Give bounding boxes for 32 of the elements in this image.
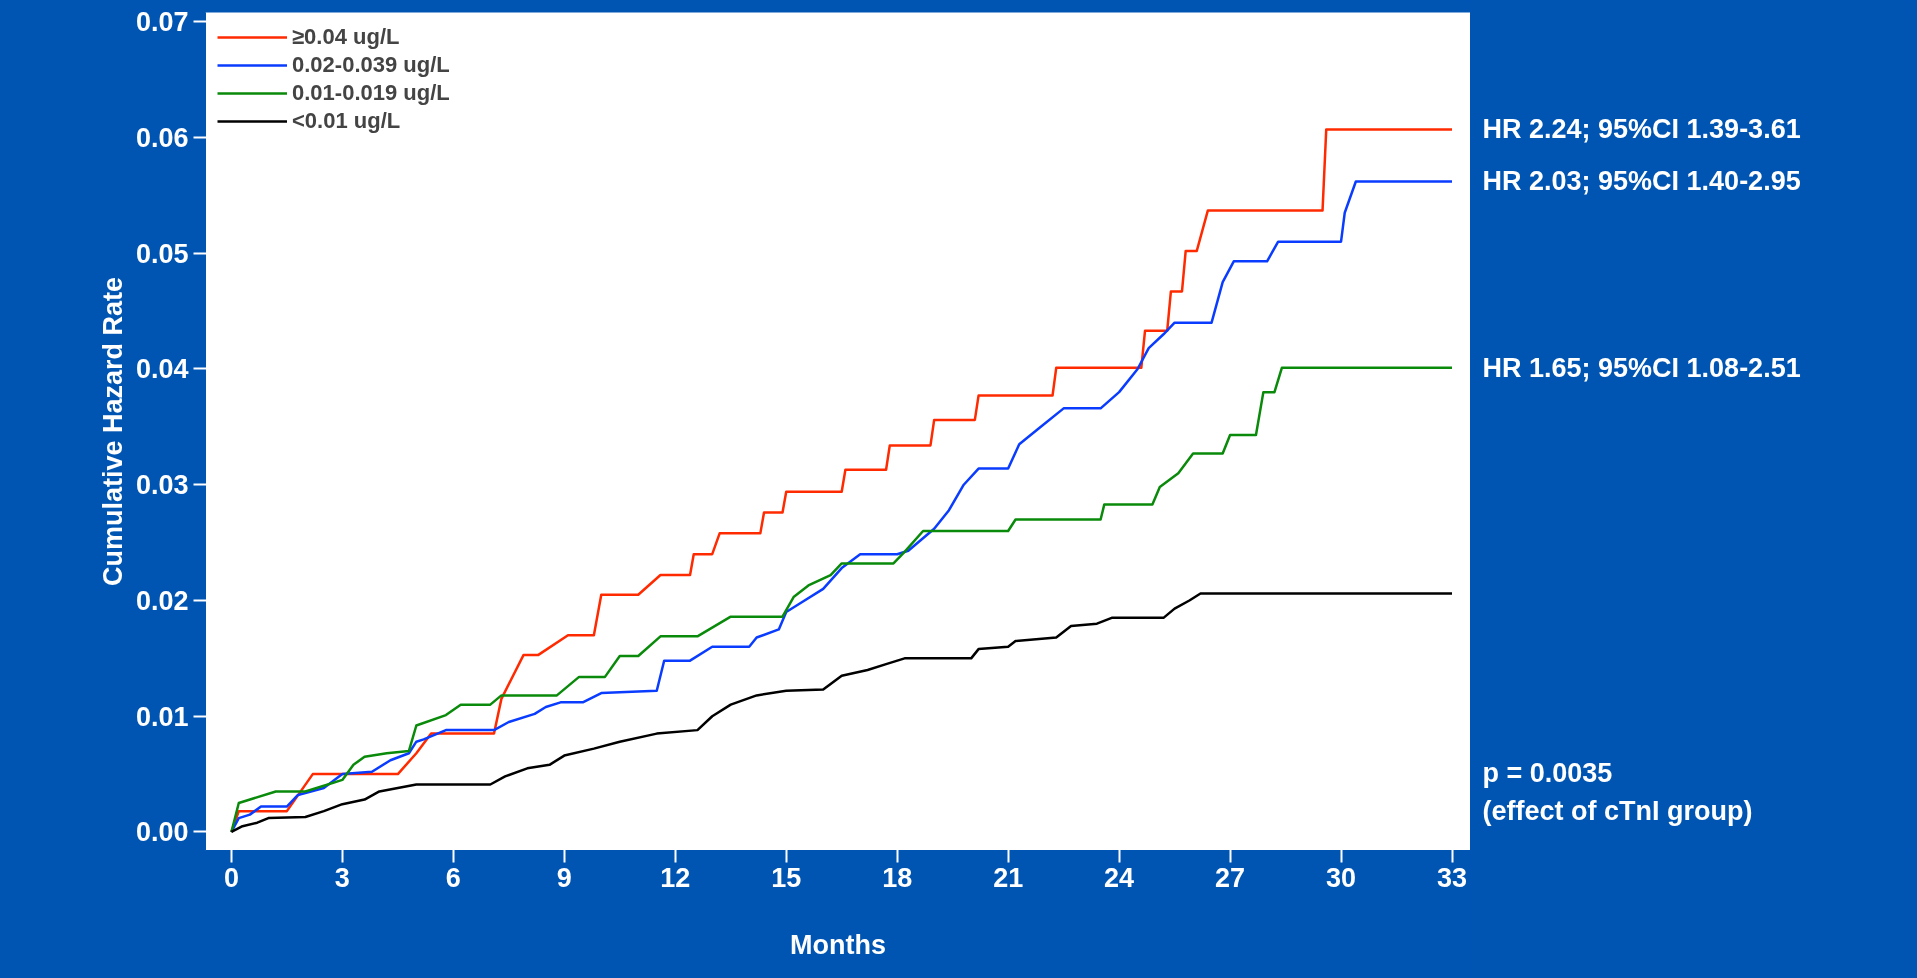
x-tick-label: 30 — [1326, 862, 1357, 893]
text: p = 0.0035 (effect of cTnI group) — [1482, 758, 1753, 826]
x-tick-label: 27 — [1215, 862, 1246, 893]
y-tick-label: 0.02 — [135, 585, 189, 616]
x-tick-label: 6 — [445, 862, 461, 893]
text: HR 2.03; 95%CI 1.40-2.95 — [1482, 166, 1801, 197]
y-tick-label: 0.00 — [135, 817, 189, 848]
x-tick-label: 18 — [882, 862, 913, 893]
legend-label: ≥0.04 ug/L — [292, 24, 400, 50]
text: HR 1.65; 95%CI 1.08-2.51 — [1482, 352, 1801, 383]
y-tick-label: 0.04 — [135, 354, 189, 385]
x-tick-label: 3 — [334, 862, 350, 893]
y-tick-label: 0.06 — [135, 123, 189, 154]
line-series — [230, 592, 1454, 834]
x-tick-label: 33 — [1436, 862, 1468, 893]
line-series — [230, 366, 1454, 834]
y-tick-label: 0.05 — [135, 238, 189, 269]
y-tick-label: 0.01 — [135, 701, 189, 732]
x-tick-label: 24 — [1104, 862, 1135, 893]
x-tick-label: 21 — [993, 862, 1024, 893]
legend-label: 0.02-0.039 ug/L — [292, 52, 450, 78]
x-tick-label: 0 — [223, 862, 239, 893]
x-tick-label: 12 — [660, 862, 691, 893]
text: HR 2.24; 95%CI 1.39-3.61 — [1482, 114, 1801, 145]
legend-label: 0.01-0.019 ug/L — [292, 80, 450, 106]
y-tick-label: 0.07 — [135, 7, 189, 38]
y-tick-label: 0.03 — [135, 470, 189, 501]
x-axis-title: Months — [790, 929, 886, 960]
x-tick-label: 15 — [771, 862, 802, 893]
y-axis-title: Cumulative Hazard Rate — [97, 276, 128, 587]
legend-label: <0.01 ug/L — [292, 108, 401, 134]
x-tick-label: 9 — [556, 862, 572, 893]
